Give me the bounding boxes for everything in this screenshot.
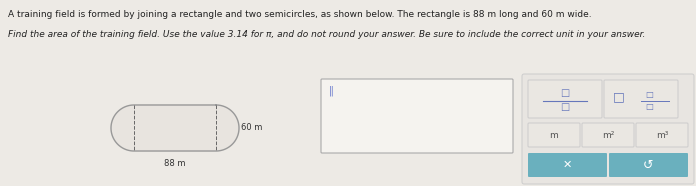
FancyBboxPatch shape (321, 79, 513, 153)
FancyBboxPatch shape (604, 80, 678, 118)
FancyBboxPatch shape (582, 123, 634, 147)
Text: m: m (550, 131, 558, 140)
Text: ↺: ↺ (643, 158, 654, 171)
Polygon shape (111, 105, 239, 151)
Text: A training field is formed by joining a rectangle and two semicircles, as shown : A training field is formed by joining a … (8, 10, 592, 19)
FancyBboxPatch shape (636, 123, 688, 147)
Text: 88 m: 88 m (164, 159, 186, 168)
FancyBboxPatch shape (528, 153, 607, 177)
FancyBboxPatch shape (609, 153, 688, 177)
Text: □: □ (560, 102, 569, 112)
FancyBboxPatch shape (528, 80, 602, 118)
Text: ✕: ✕ (563, 160, 572, 170)
Text: ‖: ‖ (329, 85, 334, 95)
FancyBboxPatch shape (522, 74, 694, 184)
Text: □: □ (645, 90, 653, 99)
Text: □: □ (613, 91, 625, 103)
FancyBboxPatch shape (528, 123, 580, 147)
Text: □: □ (645, 102, 653, 111)
Text: 60 m: 60 m (241, 124, 262, 132)
Text: □: □ (560, 88, 569, 98)
Text: m²: m² (602, 131, 614, 140)
Text: Find the area of the training field. Use the value 3.14 for π, and do not round : Find the area of the training field. Use… (8, 30, 645, 39)
Text: m³: m³ (656, 131, 668, 140)
